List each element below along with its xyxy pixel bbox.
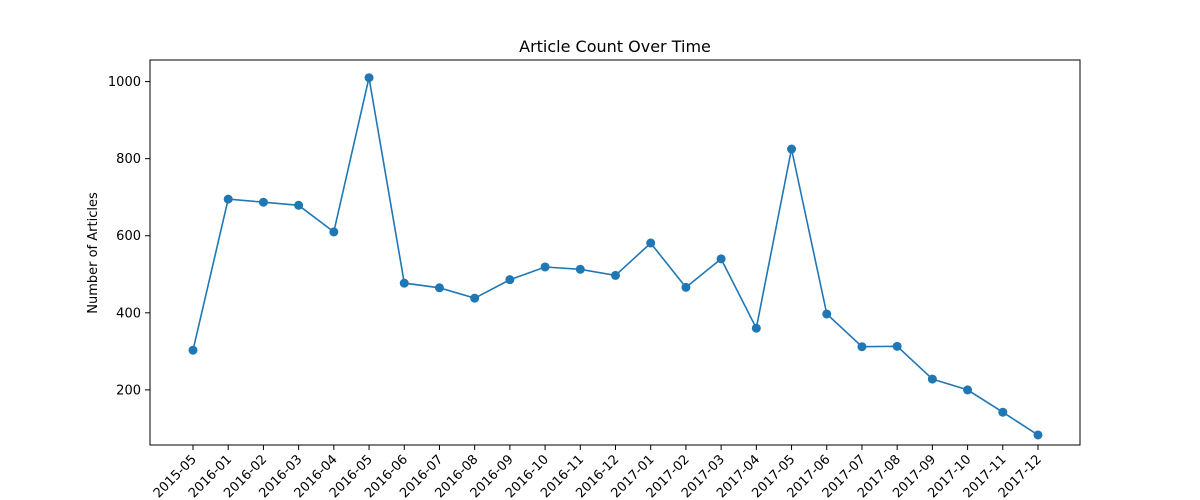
data-point (258, 197, 268, 207)
data-point (470, 293, 480, 303)
data-point (927, 374, 937, 384)
data-point (188, 345, 198, 355)
data-point (998, 407, 1008, 417)
y-tick-label: 600 (116, 229, 141, 244)
data-point (575, 264, 585, 274)
series-line (192, 77, 1039, 436)
y-axis: 200 400 600 800 1000 (108, 75, 150, 398)
data-point (434, 283, 444, 293)
data-point (399, 278, 409, 288)
y-axis-label: Number of Articles (86, 192, 101, 314)
data-point (611, 270, 620, 280)
data-point (540, 262, 550, 272)
y-tick-label: 1000 (108, 75, 141, 90)
y-tick-label: 200 (116, 383, 141, 398)
data-point (963, 385, 973, 395)
data-point (681, 282, 691, 292)
data-point (787, 144, 797, 154)
data-point (294, 200, 304, 210)
data-point (822, 309, 832, 319)
data-point (857, 342, 867, 352)
chart-title: Article Count Over Time (519, 37, 711, 56)
y-tick-label: 400 (116, 306, 141, 321)
plot-area-frame (149, 59, 1081, 446)
data-point (751, 323, 761, 333)
data-point (1033, 430, 1043, 440)
data-point (505, 275, 515, 285)
data-point (223, 194, 233, 204)
x-axis: 2015-052016-012016-022016-032016-042016-… (151, 445, 1045, 500)
y-tick-label: 800 (116, 152, 141, 167)
data-point (892, 341, 902, 351)
data-point (646, 238, 656, 248)
data-point (364, 73, 374, 83)
data-point (329, 227, 339, 237)
data-points (188, 73, 1043, 440)
data-point (716, 254, 726, 264)
